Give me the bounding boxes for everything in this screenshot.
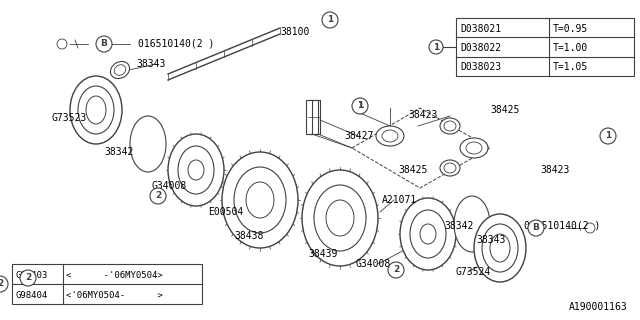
Circle shape [96,36,112,52]
Text: 38343: 38343 [136,59,165,69]
Ellipse shape [482,224,518,272]
Ellipse shape [420,224,436,244]
Ellipse shape [376,126,404,146]
Text: 38425: 38425 [398,165,428,175]
Text: 38343: 38343 [476,235,506,245]
Text: 38425: 38425 [490,105,520,115]
Text: G73524: G73524 [456,267,492,277]
Circle shape [352,98,368,114]
Text: 1: 1 [357,101,363,110]
Ellipse shape [444,121,456,131]
Bar [456,18,634,76]
Bar [308,100,320,134]
Text: <'06MY0504-      >: <'06MY0504- > [67,291,163,300]
Ellipse shape [302,170,378,266]
Ellipse shape [246,182,274,218]
Text: 38423: 38423 [540,165,570,175]
Ellipse shape [130,116,166,172]
Ellipse shape [440,118,460,134]
Circle shape [600,128,616,144]
Text: 2: 2 [25,274,31,283]
Text: 1: 1 [605,132,611,140]
Ellipse shape [326,200,354,236]
Text: G34008: G34008 [356,259,391,269]
Bar [306,100,318,134]
Circle shape [0,276,8,292]
Text: 38423: 38423 [408,110,437,120]
Text: 38342: 38342 [104,147,133,157]
Circle shape [353,99,367,113]
Text: 38438: 38438 [234,231,264,241]
Text: D038021: D038021 [460,24,501,34]
Ellipse shape [178,146,214,194]
Text: 38100: 38100 [280,27,309,37]
Text: T=1.00: T=1.00 [552,43,588,53]
Text: E00504: E00504 [208,207,243,217]
Ellipse shape [86,96,106,124]
Ellipse shape [78,86,114,134]
Ellipse shape [454,196,490,252]
Text: 1: 1 [357,101,363,110]
Text: G73523: G73523 [52,113,87,123]
Circle shape [388,262,404,278]
Ellipse shape [400,198,456,270]
Ellipse shape [314,185,366,251]
Text: G34008: G34008 [152,181,188,191]
Text: 1: 1 [327,15,333,25]
Text: 016510140(2 ): 016510140(2 ) [138,38,214,48]
Text: B: B [100,39,108,49]
Ellipse shape [188,160,204,180]
Ellipse shape [474,214,526,282]
Text: 38342: 38342 [444,221,474,231]
Ellipse shape [114,65,126,75]
Ellipse shape [490,234,510,262]
Text: D038022: D038022 [460,43,501,53]
Text: A190001163: A190001163 [569,302,628,312]
Text: 2: 2 [155,191,161,201]
Ellipse shape [234,167,286,233]
Text: 2: 2 [393,266,399,275]
Circle shape [322,12,338,28]
Text: T=1.05: T=1.05 [552,62,588,72]
Ellipse shape [222,152,298,248]
Ellipse shape [57,39,67,49]
Ellipse shape [466,142,482,154]
Text: T=0.95: T=0.95 [552,24,588,34]
Circle shape [429,40,443,54]
Circle shape [150,188,166,204]
Circle shape [528,220,544,236]
Ellipse shape [111,61,129,78]
Ellipse shape [382,130,398,142]
Circle shape [20,270,36,286]
Text: D038023: D038023 [460,62,501,72]
Ellipse shape [460,138,488,158]
Text: 38427: 38427 [344,131,373,141]
Text: A21071: A21071 [382,195,417,205]
Text: B: B [532,223,540,233]
Text: <      -'06MY0504>: < -'06MY0504> [67,270,163,279]
Ellipse shape [585,223,595,233]
Ellipse shape [444,163,456,173]
Text: 2: 2 [0,279,3,289]
Ellipse shape [410,210,446,258]
Bar [12,264,202,304]
Ellipse shape [440,160,460,176]
Ellipse shape [70,76,122,144]
Text: G98403: G98403 [15,270,47,279]
Ellipse shape [168,134,224,206]
Text: 38439: 38439 [308,249,337,259]
Text: 016510140(2 ): 016510140(2 ) [524,221,600,231]
Text: 1: 1 [433,43,439,52]
Text: G98404: G98404 [15,291,47,300]
